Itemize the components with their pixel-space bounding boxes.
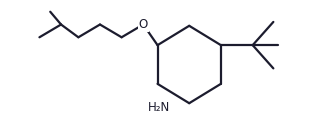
Text: H₂N: H₂N <box>148 101 170 114</box>
Text: O: O <box>139 18 148 31</box>
